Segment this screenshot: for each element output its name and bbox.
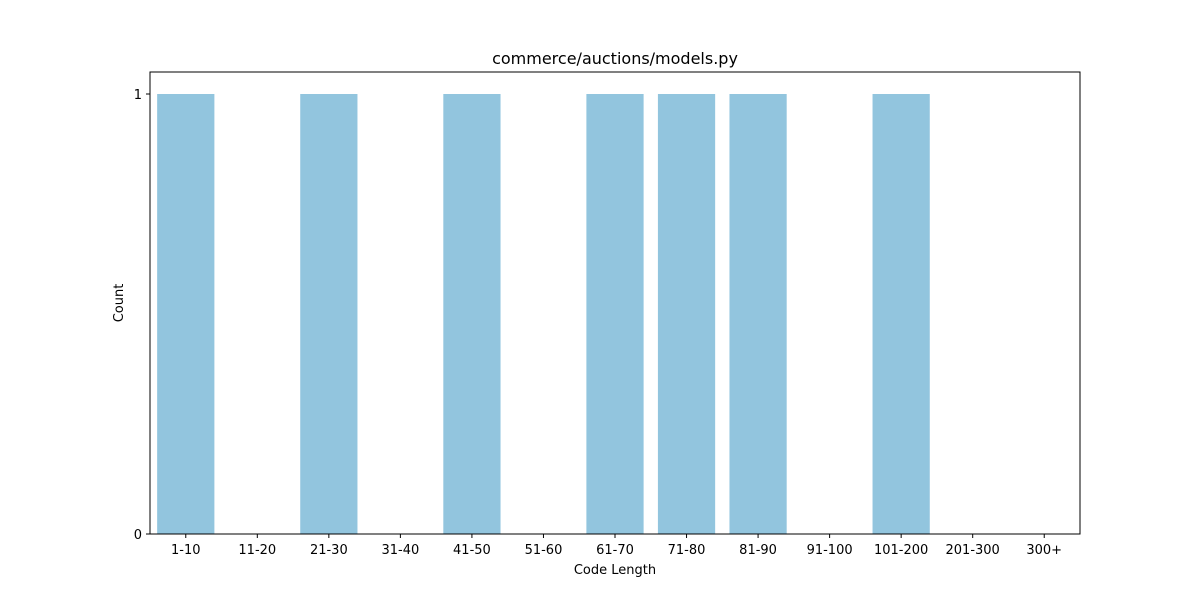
bars bbox=[157, 94, 930, 534]
x-tick-label: 101-200 bbox=[874, 543, 928, 558]
bar-61-70 bbox=[586, 94, 644, 534]
x-tick-label: 1-10 bbox=[171, 543, 201, 558]
x-tick-label: 51-60 bbox=[525, 543, 563, 558]
x-tick-label: 41-50 bbox=[453, 543, 491, 558]
x-tick-label: 71-80 bbox=[668, 543, 706, 558]
x-tick-label: 300+ bbox=[1026, 543, 1062, 558]
x-tick-label: 91-100 bbox=[807, 543, 853, 558]
bar-101-200 bbox=[872, 94, 930, 534]
x-axis-ticks: 1-10 11-20 21-30 31-40 41-50 51-60 61-70 71-80 8… bbox=[171, 534, 1062, 558]
x-tick-label: 61-70 bbox=[596, 543, 634, 558]
x-tick-label: 81-90 bbox=[739, 543, 777, 558]
x-tick-label: 11-20 bbox=[238, 543, 276, 558]
y-tick-label: 1 bbox=[134, 88, 142, 103]
y-axis-label: Count bbox=[112, 284, 127, 323]
x-tick-label: 201-300 bbox=[946, 543, 1000, 558]
chart-title: commerce/auctions/models.py bbox=[492, 49, 738, 68]
bar-81-90 bbox=[729, 94, 787, 534]
x-axis-label: Code Length bbox=[574, 563, 656, 578]
bar-21-30 bbox=[300, 94, 358, 534]
plot-frame bbox=[149, 71, 1081, 535]
y-axis-ticks: 01 bbox=[134, 88, 150, 543]
x-tick-label: 31-40 bbox=[381, 543, 419, 558]
x-tick-label: 21-30 bbox=[310, 543, 348, 558]
y-tick-label: 0 bbox=[134, 528, 142, 543]
bar-71-80 bbox=[657, 94, 716, 534]
bar-41-50 bbox=[443, 94, 501, 534]
bar-1-10 bbox=[157, 94, 215, 534]
